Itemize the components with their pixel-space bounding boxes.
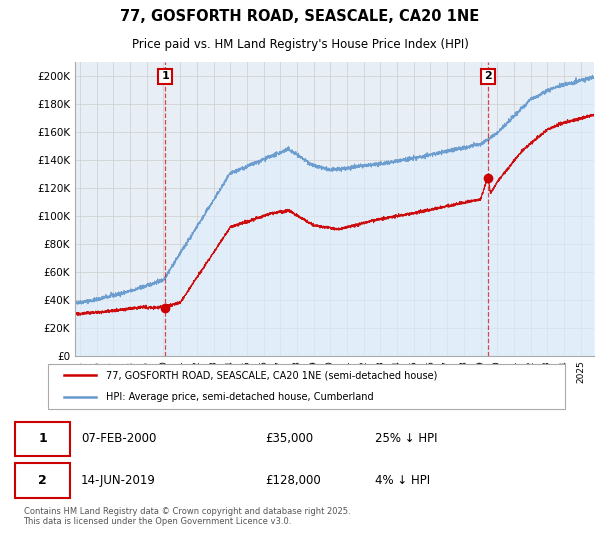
Text: 25% ↓ HPI: 25% ↓ HPI (375, 432, 437, 445)
Text: 2: 2 (484, 71, 492, 81)
FancyBboxPatch shape (48, 364, 565, 409)
Text: 4% ↓ HPI: 4% ↓ HPI (375, 474, 430, 487)
FancyBboxPatch shape (15, 463, 70, 498)
Text: 2: 2 (38, 474, 47, 487)
Text: 77, GOSFORTH ROAD, SEASCALE, CA20 1NE: 77, GOSFORTH ROAD, SEASCALE, CA20 1NE (121, 9, 479, 24)
Text: £128,000: £128,000 (265, 474, 321, 487)
Text: 07-FEB-2000: 07-FEB-2000 (81, 432, 157, 445)
Text: HPI: Average price, semi-detached house, Cumberland: HPI: Average price, semi-detached house,… (106, 393, 374, 403)
Text: 1: 1 (161, 71, 169, 81)
Text: 1: 1 (38, 432, 47, 445)
Text: £35,000: £35,000 (265, 432, 314, 445)
Text: 14-JUN-2019: 14-JUN-2019 (81, 474, 156, 487)
Text: 77, GOSFORTH ROAD, SEASCALE, CA20 1NE (semi-detached house): 77, GOSFORTH ROAD, SEASCALE, CA20 1NE (s… (106, 370, 437, 380)
Text: Price paid vs. HM Land Registry's House Price Index (HPI): Price paid vs. HM Land Registry's House … (131, 38, 469, 51)
FancyBboxPatch shape (15, 422, 70, 456)
Text: Contains HM Land Registry data © Crown copyright and database right 2025.
This d: Contains HM Land Registry data © Crown c… (23, 507, 350, 526)
